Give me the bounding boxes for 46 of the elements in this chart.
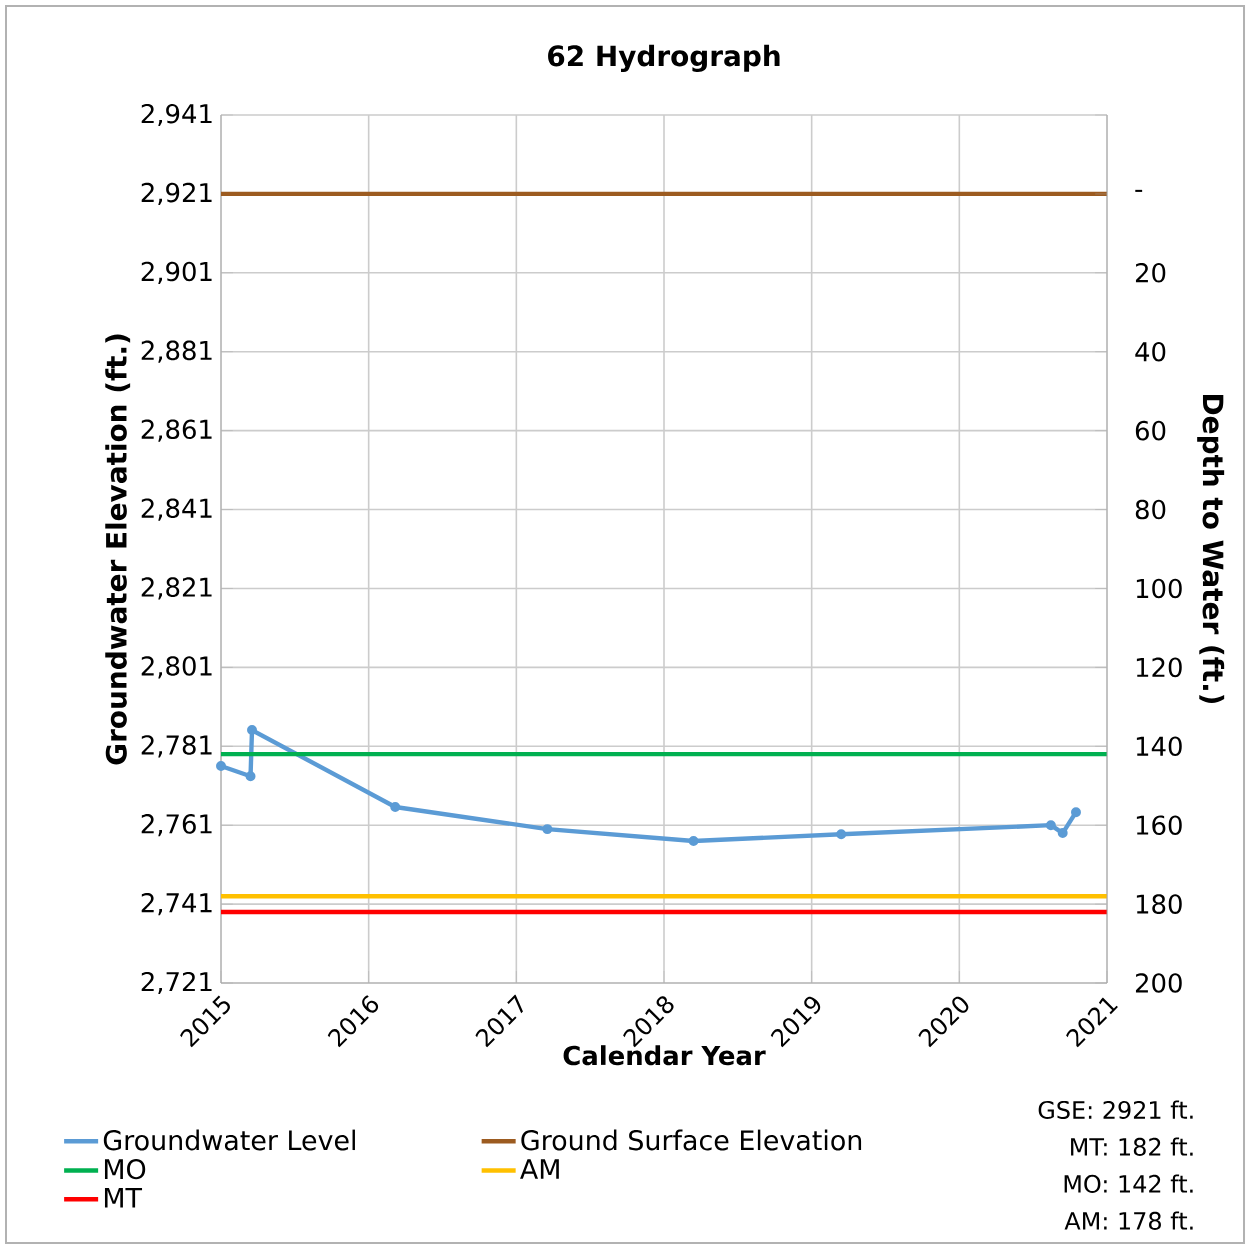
point: [1057, 828, 1068, 839]
y-tick-label: 2,881: [141, 340, 212, 363]
legend-label: Groundwater Level: [103, 1129, 355, 1151]
y-tick-label: 2,801: [141, 656, 212, 679]
y-tick-label: 2,741: [141, 892, 212, 916]
point: [542, 824, 553, 835]
x-axis-title: Calendar Year: [563, 1045, 766, 1066]
point: [247, 725, 257, 736]
y-tick-label: 2,921: [141, 182, 212, 206]
y2-axis-title: Depth to Water (ft.): [1197, 395, 1225, 704]
y-tick-label: 2,821: [141, 577, 212, 600]
y2-tick-label: 40: [1135, 341, 1166, 362]
point: [1045, 820, 1056, 831]
text: MT: 182 ft.: [1071, 1137, 1193, 1156]
y-tick-label: 2,781: [141, 735, 212, 758]
y-tick-label: 2,841: [141, 498, 212, 521]
point: [216, 761, 226, 771]
legend-label: MO: [104, 1159, 146, 1180]
y-tick-label: 2,761: [141, 814, 212, 837]
point: [836, 829, 847, 840]
legend-label: AM: [520, 1159, 559, 1179]
chart-title: 62 Hydrograph: [548, 44, 780, 73]
legend-label: Ground Surface Elevation: [521, 1129, 862, 1151]
y2-tick-label: 180: [1136, 894, 1182, 914]
y2-tick-label: 20: [1135, 263, 1166, 283]
point: [688, 835, 699, 846]
y-tick-label: 2,721: [141, 971, 212, 995]
y2-tick-label: 140: [1136, 736, 1182, 757]
y-tick-label: 2,901: [141, 261, 212, 284]
point: [1071, 807, 1081, 818]
text: MO: 142 ft.: [1064, 1174, 1193, 1193]
y2-tick-label: 80: [1135, 499, 1166, 520]
y-tick-label: 2,861: [141, 419, 212, 442]
text: AM: 178 ft.: [1064, 1211, 1193, 1230]
y-axis-title: Groundwater Elevation (ft.): [105, 334, 131, 765]
y2-tick-label: -: [1135, 189, 1143, 192]
point: [390, 802, 401, 813]
y2-tick-label: 200: [1135, 973, 1182, 993]
y2-tick-label: 120: [1136, 657, 1182, 678]
y2-tick-label: 100: [1136, 578, 1182, 599]
y2-tick-label: 60: [1135, 420, 1166, 441]
legend-label: MT: [104, 1187, 143, 1208]
y2-tick-label: 160: [1136, 815, 1182, 835]
y-tick-label: 2,941: [141, 103, 212, 127]
point: [245, 771, 256, 782]
text: GSE: 2921 ft.: [1038, 1100, 1193, 1119]
